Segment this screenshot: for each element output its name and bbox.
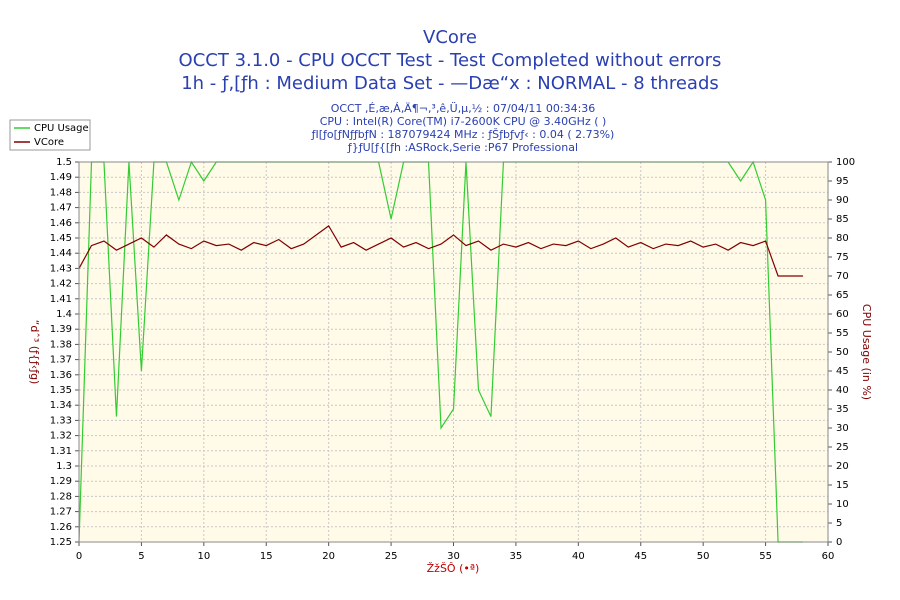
y2-tick-label: 50 xyxy=(836,347,849,358)
y-tick-label: 1.43 xyxy=(50,263,72,274)
y-tick-label: 1.31 xyxy=(50,446,72,457)
y-tick-label: 1.38 xyxy=(50,339,72,350)
x-tick-label: 60 xyxy=(822,551,835,562)
legend-label: VCore xyxy=(34,137,64,148)
y2-tick-label: 20 xyxy=(836,461,849,472)
x-tick-label: 35 xyxy=(510,551,523,562)
y-tick-label: 1.3 xyxy=(56,461,72,472)
x-tick-label: 20 xyxy=(322,551,335,562)
y2-tick-label: 25 xyxy=(836,442,849,453)
info: ƒ}ƒU[ƒ{[ƒh :ASRock,Serie :P67 Profession… xyxy=(347,141,578,154)
y2-tick-label: 35 xyxy=(836,404,849,415)
y-tick-label: 1.5 xyxy=(56,157,72,168)
y2-tick-label: 60 xyxy=(836,309,849,320)
y-tick-label: 1.29 xyxy=(50,476,72,487)
y-tick-label: 1.35 xyxy=(50,385,72,396)
plot-border xyxy=(78,161,829,543)
legend-box xyxy=(9,119,91,151)
y-tick-label: 1.28 xyxy=(50,491,72,502)
y2-tick-label: 75 xyxy=(836,252,849,263)
x-tick-label: 50 xyxy=(697,551,710,562)
y2-tick-label: 40 xyxy=(836,385,849,396)
y-tick-label: 1.36 xyxy=(50,370,72,381)
y-tick-label: 1.32 xyxy=(50,431,72,442)
x-tick-label: 30 xyxy=(447,551,460,562)
x-tick-label: 25 xyxy=(385,551,398,562)
y-tick-label: 1.49 xyxy=(50,172,72,183)
info: CPU : Intel(R) Core(TM) i7-2600K CPU @ 3… xyxy=(320,115,607,128)
x-tick-label: 5 xyxy=(138,551,144,562)
info: ƒI[ƒo[ƒNƒƒbƒN : 187079424 MHz : ƒŠƒbƒvƒ‹… xyxy=(311,128,615,141)
y-axis-label: “dˆ³ (ƒ{ƒ‹ƒg) xyxy=(28,320,41,385)
y-tick-label: 1.34 xyxy=(50,400,72,411)
y-tick-label: 1.46 xyxy=(50,218,72,229)
y2-tick-label: 90 xyxy=(836,195,849,206)
y-tick-label: 1.27 xyxy=(50,507,72,518)
y-tick-label: 1.37 xyxy=(50,355,72,366)
y-tick-label: 1.48 xyxy=(50,187,72,198)
series-line xyxy=(78,224,804,277)
legend-label: CPU Usage xyxy=(34,123,89,134)
y2-tick-label: 95 xyxy=(836,176,849,187)
y2-tick-label: 55 xyxy=(836,328,849,339)
y2-tick-label: 100 xyxy=(836,157,855,168)
y-tick-label: 1.45 xyxy=(50,233,72,244)
x-tick-label: 55 xyxy=(759,551,772,562)
x-tick-label: 40 xyxy=(572,551,585,562)
chart-subtitle: 1h - ƒ‚[ƒh : Medium Data Set - —Dæ“x : N… xyxy=(181,73,719,94)
y2-tick-label: 15 xyxy=(836,480,849,491)
y2-tick-label: 30 xyxy=(836,423,849,434)
y-tick-label: 1.41 xyxy=(50,294,72,305)
y2-tick-label: 10 xyxy=(836,499,849,510)
y-tick-label: 1.42 xyxy=(50,279,72,290)
y2-tick-label: 80 xyxy=(836,233,849,244)
y2-tick-label: 5 xyxy=(836,518,842,529)
y-tick-label: 1.26 xyxy=(50,522,72,533)
y2-tick-label: 70 xyxy=(836,271,849,282)
y2-tick-label: 65 xyxy=(836,290,849,301)
y-tick-label: 1.39 xyxy=(50,324,72,335)
y2-tick-label: 85 xyxy=(836,214,849,225)
x-tick-label: 15 xyxy=(260,551,273,562)
y-tick-label: 1.4 xyxy=(56,309,72,320)
info: OCCT ‚É‚æ‚Á‚Ä¶¬‚³‚ê‚Ü‚µ‚½ : 07/04/11 00:… xyxy=(331,102,596,115)
y-tick-label: 1.25 xyxy=(50,537,72,548)
x-tick-label: 0 xyxy=(76,551,82,562)
y-tick-label: 1.47 xyxy=(50,203,72,214)
y2-axis-label: CPU Usage (in %) xyxy=(860,304,873,400)
y-tick-label: 1.33 xyxy=(50,415,72,426)
x-tick-label: 45 xyxy=(634,551,647,562)
chart-subtitle: OCCT 3.1.0 - CPU OCCT Test - Test Comple… xyxy=(179,50,722,71)
y2-tick-label: 0 xyxy=(836,537,842,548)
y2-tick-label: 45 xyxy=(836,366,849,377)
x-tick-label: 10 xyxy=(197,551,210,562)
x-axis-label: ŽžŠÔ (•ª) xyxy=(427,562,480,575)
y-tick-label: 1.44 xyxy=(50,248,72,259)
chart-title: VCore xyxy=(423,27,477,48)
